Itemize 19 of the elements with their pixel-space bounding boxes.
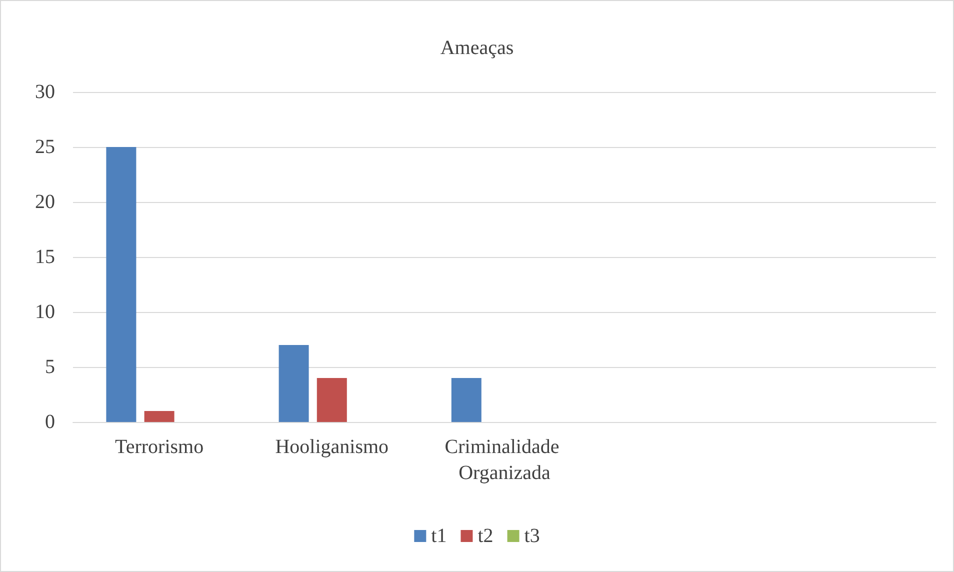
x-tick-label: Terrorismo <box>115 436 204 458</box>
x-tick-label: Criminalidade Organizada <box>444 436 564 484</box>
x-tick-label: Hooliganismo <box>275 436 389 458</box>
legend-label: t3 <box>524 525 540 547</box>
y-tick-label: 10 <box>35 301 55 323</box>
y-tick-label: 30 <box>35 81 55 103</box>
y-tick-label: 0 <box>45 411 55 433</box>
y-tick-label: 15 <box>35 246 55 268</box>
y-tick-label: 5 <box>45 356 55 378</box>
bar <box>144 411 174 422</box>
bar <box>316 378 347 422</box>
bar <box>278 345 309 422</box>
bar <box>451 378 482 422</box>
y-tick-label: 25 <box>35 136 55 158</box>
chart-title: Ameaças <box>440 37 514 59</box>
legend-label: t2 <box>478 525 494 547</box>
legend-label: t1 <box>431 525 447 547</box>
bar <box>106 147 136 422</box>
y-tick-label: 20 <box>35 191 55 213</box>
